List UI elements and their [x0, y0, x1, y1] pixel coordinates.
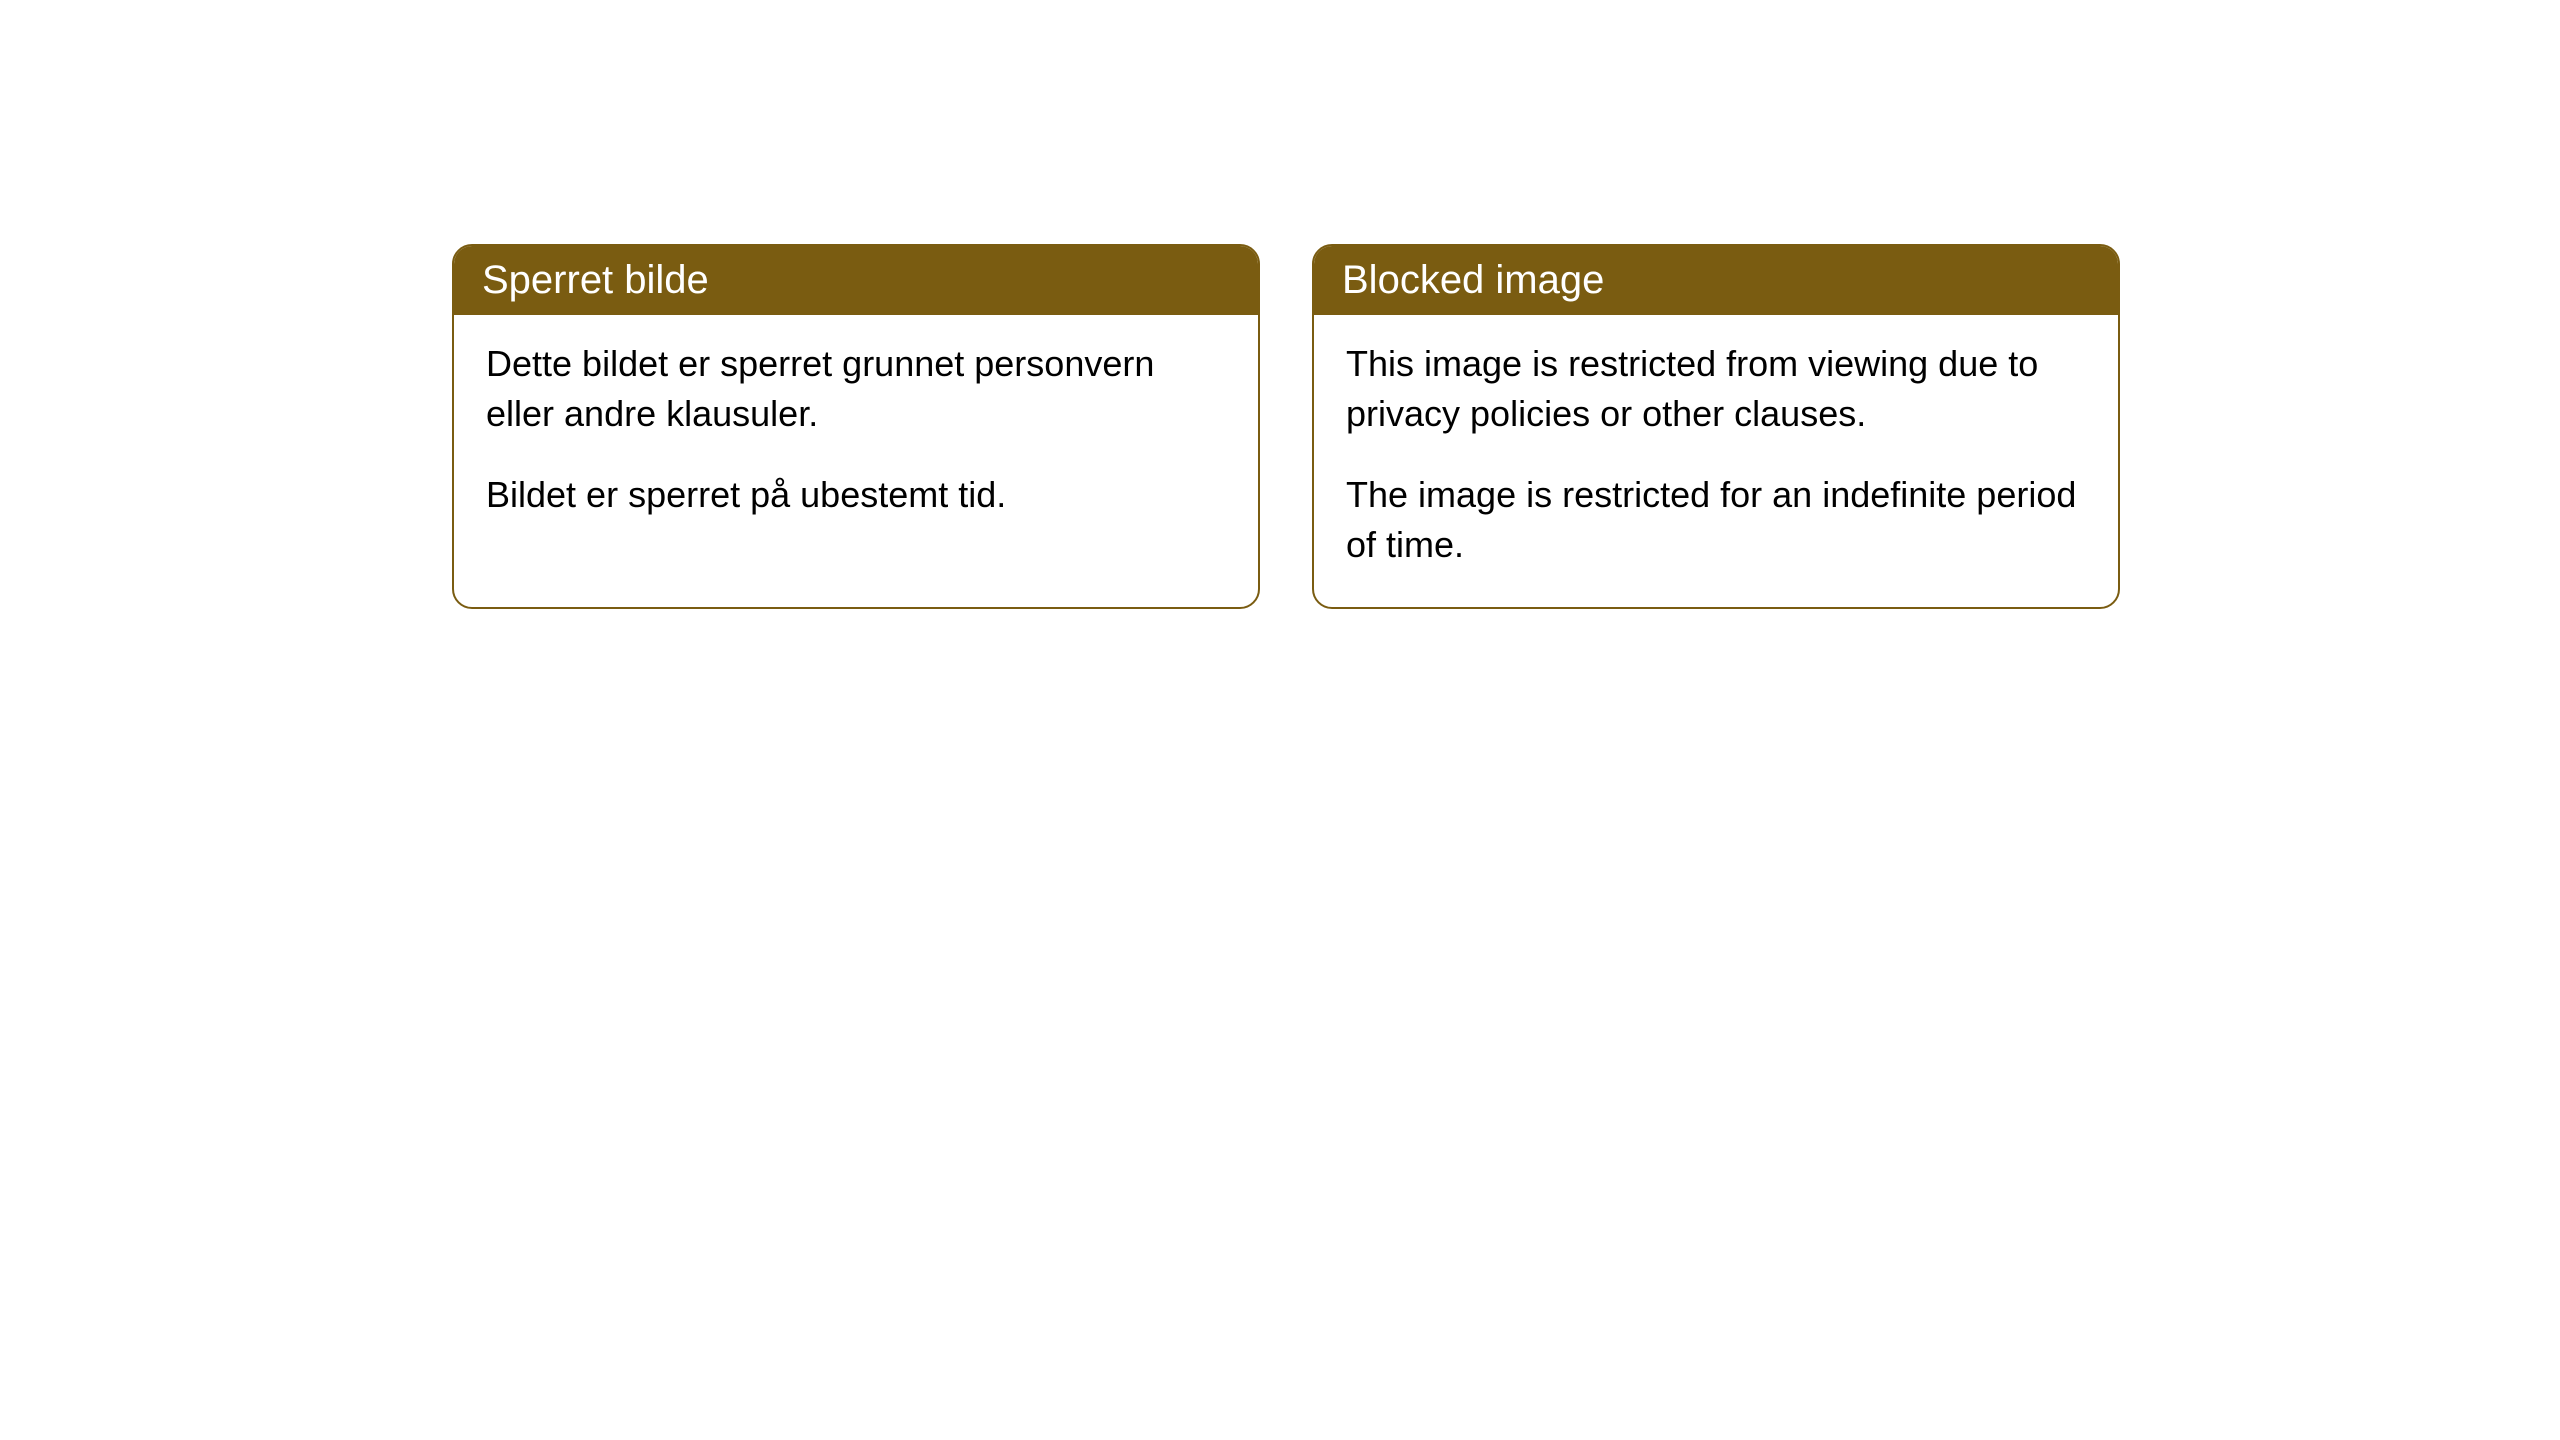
card-paragraph: This image is restricted from viewing du…: [1346, 339, 2086, 440]
card-paragraph: Dette bildet er sperret grunnet personve…: [486, 339, 1226, 440]
card-header: Sperret bilde: [454, 246, 1258, 315]
card-body: Dette bildet er sperret grunnet personve…: [454, 315, 1258, 556]
card-title: Sperret bilde: [482, 258, 709, 302]
card-body: This image is restricted from viewing du…: [1314, 315, 2118, 607]
card-paragraph: Bildet er sperret på ubestemt tid.: [486, 470, 1226, 520]
notice-cards-container: Sperret bilde Dette bildet er sperret gr…: [0, 0, 2560, 609]
card-paragraph: The image is restricted for an indefinit…: [1346, 470, 2086, 571]
notice-card-english: Blocked image This image is restricted f…: [1312, 244, 2120, 609]
card-header: Blocked image: [1314, 246, 2118, 315]
card-title: Blocked image: [1342, 258, 1604, 302]
notice-card-norwegian: Sperret bilde Dette bildet er sperret gr…: [452, 244, 1260, 609]
